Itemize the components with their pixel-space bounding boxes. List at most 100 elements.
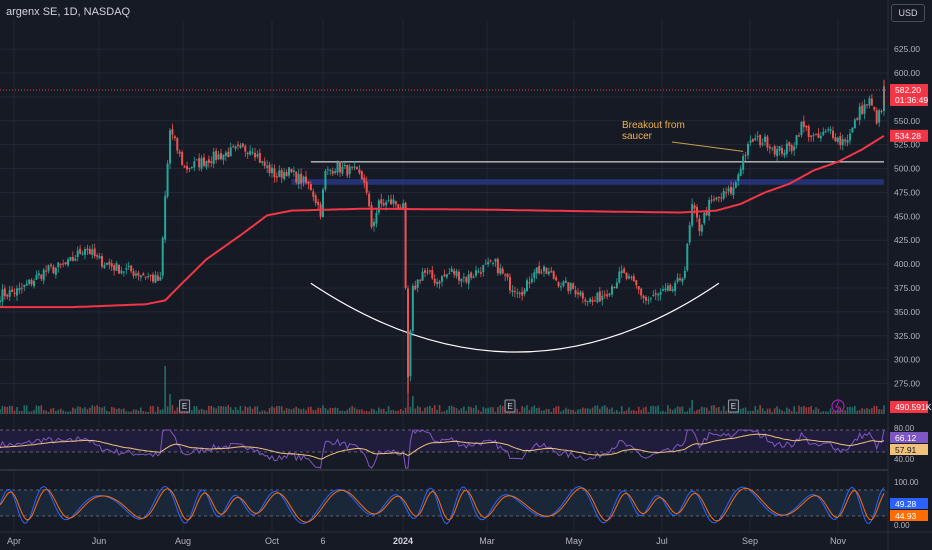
candle-body: [654, 293, 657, 295]
volume-bar: [795, 411, 798, 414]
candle-body: [521, 292, 524, 296]
candle-body: [475, 270, 477, 276]
volume-bar: [443, 411, 446, 414]
candle-body: [302, 176, 305, 183]
volume-bar: [110, 406, 113, 414]
volume-bar: [426, 406, 429, 414]
volume-bar: [497, 407, 499, 414]
volume-bar: [378, 407, 380, 414]
candle-body: [526, 280, 528, 292]
volume-bar: [215, 408, 217, 414]
candle-body: [64, 262, 67, 265]
volume-bar: [42, 410, 45, 414]
candle-body: [608, 293, 611, 296]
candle-body: [305, 176, 307, 184]
candle-body: [589, 298, 592, 302]
volume-bar: [409, 406, 412, 414]
candle-body: [834, 137, 837, 142]
candle-body: [742, 156, 745, 170]
volume-bar: [256, 406, 259, 414]
candle-body: [730, 186, 732, 194]
volume-bar: [314, 410, 317, 414]
candle-body: [331, 170, 334, 174]
candle-body: [181, 152, 184, 166]
candle-body: [171, 129, 174, 135]
candle-body: [836, 137, 839, 142]
candle-body: [113, 265, 116, 271]
candle-body: [285, 171, 288, 177]
volume-bar: [766, 408, 769, 414]
earnings-marker: [504, 399, 516, 413]
volume-bar: [305, 410, 307, 414]
candle-body: [727, 188, 730, 192]
volume-bar: [866, 407, 868, 414]
volume-bar: [358, 409, 361, 414]
y-tick-label: 350.00: [894, 307, 920, 317]
rsi-level-label: 40.00: [894, 455, 915, 464]
y-tick-label: 475.00: [894, 187, 920, 197]
volume-bar: [365, 410, 368, 414]
volume-bar: [863, 409, 866, 414]
candle-body: [229, 147, 232, 157]
candle-body: [79, 248, 82, 254]
volume-bar: [710, 405, 713, 414]
candle-body: [800, 121, 803, 136]
volume-bar: [759, 405, 761, 414]
candle-body: [438, 281, 441, 284]
volume-bar: [259, 411, 261, 414]
volume-bar: [6, 406, 9, 414]
volume-bar: [635, 411, 638, 414]
volume-bar: [176, 407, 179, 414]
volume-bar: [263, 410, 266, 414]
volume-bar: [278, 405, 281, 414]
candle-body: [564, 280, 567, 283]
candle-body: [538, 265, 541, 274]
currency-button[interactable]: USD: [891, 4, 925, 22]
candle-body: [858, 106, 861, 120]
candle-body: [28, 279, 31, 284]
volume-bar: [103, 406, 106, 414]
volume-bar: [489, 407, 492, 414]
volume-value-label-bg: [890, 401, 928, 413]
volume-bar: [331, 407, 334, 414]
volume-bar: [62, 410, 64, 414]
volume-bar: [285, 408, 288, 414]
volume-bar: [781, 410, 783, 414]
volume-bar: [822, 411, 825, 414]
candle-body: [749, 140, 752, 143]
volume-bar: [341, 410, 344, 414]
candle-body: [436, 281, 439, 285]
volume-bar: [790, 411, 793, 414]
candle-body: [725, 192, 728, 194]
candle-body: [431, 270, 434, 279]
volume-bar: [526, 405, 528, 414]
candle-body: [664, 288, 667, 291]
volume-bar: [125, 411, 128, 414]
volume-bar: [764, 411, 766, 414]
volume-bar: [518, 411, 521, 414]
volume-bar: [599, 408, 601, 414]
volume-bar: [35, 405, 38, 414]
volume-bar: [696, 409, 698, 414]
candle-body: [528, 282, 531, 284]
volume-bar: [834, 410, 837, 414]
candle-body: [766, 136, 769, 148]
volume-bar: [725, 410, 727, 414]
volume-bar: [297, 408, 300, 414]
volume-bar: [693, 411, 696, 414]
candle-body: [6, 294, 9, 297]
candle-body: [790, 145, 793, 152]
volume-bar: [375, 411, 378, 414]
volume-bar: [679, 407, 681, 414]
earnings-marker-label: E: [731, 402, 736, 411]
volume-bar: [582, 407, 584, 414]
volume-bar: [30, 411, 33, 414]
candle-body: [156, 275, 159, 281]
volume-bar: [487, 407, 489, 414]
last-price-label: 582.20: [895, 85, 921, 95]
volume-bar: [594, 405, 596, 414]
candle-body: [715, 197, 718, 200]
candle-body: [533, 272, 536, 279]
volume-bar: [873, 405, 876, 414]
